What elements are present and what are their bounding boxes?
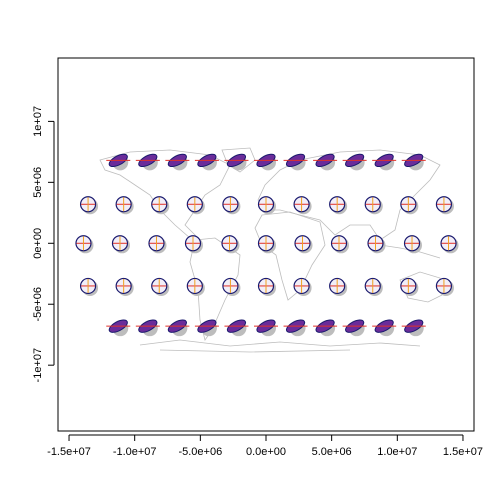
y-tick-label: -1e+07 [32,348,44,383]
x-tick-label: -1.0e+07 [113,446,157,458]
x-tick-label: -5.0e+06 [178,446,222,458]
y-tick-label: -5e+06 [32,287,44,322]
x-tick-label: 1.5e+07 [443,446,483,458]
antarctica [139,339,421,353]
greenland [221,147,256,173]
y-tick-label: 5e+06 [32,167,44,198]
x-tick-label: 1.0e+07 [377,446,417,458]
australia [399,271,443,303]
x-tick-label: 5.0e+06 [312,446,352,458]
europe-asia [257,149,441,241]
x-tick-label: -1.5e+07 [47,446,91,458]
plot-frame [57,57,475,432]
y-tick-label: 1e+07 [32,106,44,137]
x-tick-label: 0.0e+00 [246,446,286,458]
y-tick-label: 0e+00 [32,228,44,259]
north-america [99,149,231,241]
